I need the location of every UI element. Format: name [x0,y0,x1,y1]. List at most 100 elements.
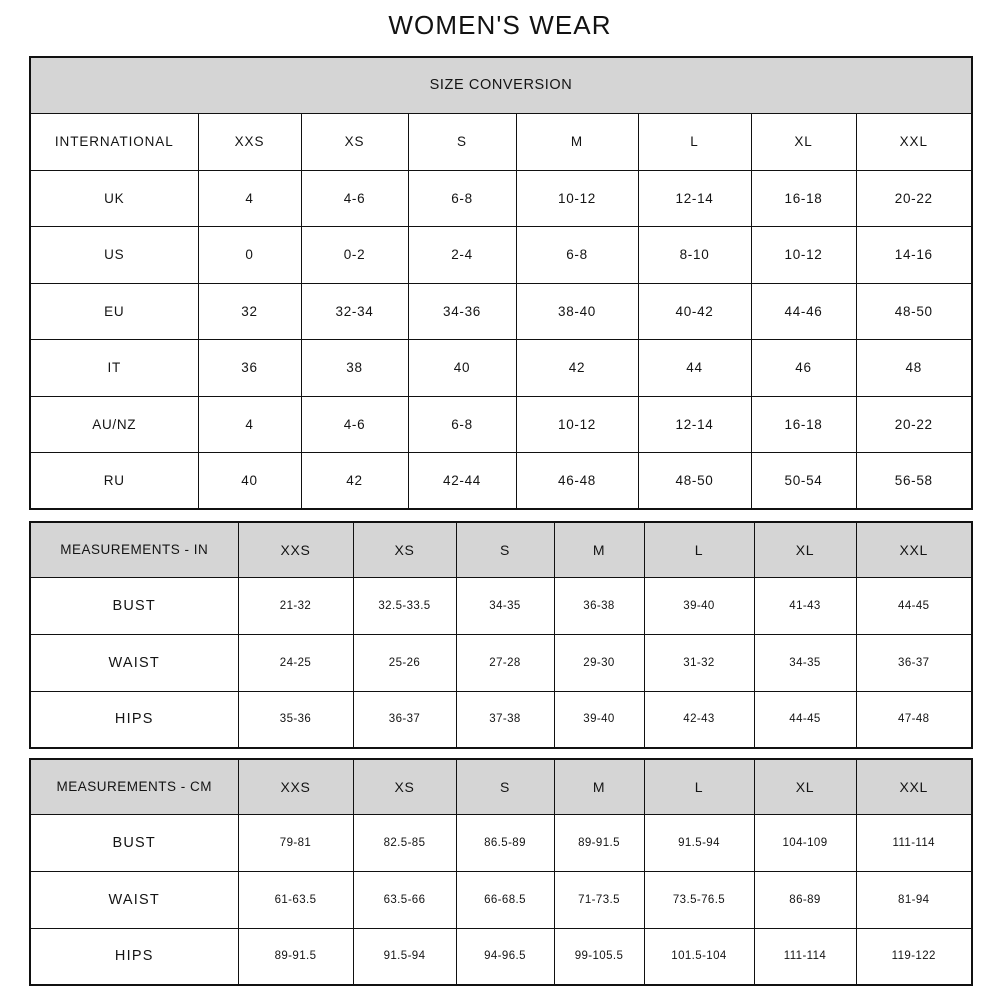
column-header-xs: XS [352,521,457,578]
cell-bust-in-xxl: 44-45 [855,576,973,635]
cell-uk-xxs: 4 [197,169,302,227]
cell-ru-xs: 42 [300,452,409,510]
cell-hips-cm-xxl: 119-122 [855,927,973,986]
cell-us-xxs: 0 [197,226,302,284]
cell-uk-xs: 4-6 [300,169,409,227]
column-header-xs: XS [352,758,457,815]
table-row: EU 32 32-34 34-36 38-40 40-42 44-46 48-5… [29,282,973,340]
table-row: BUST 79-81 82.5-85 86.5-89 89-91.5 91.5-… [29,813,973,872]
cell-aunz-xxl: 20-22 [855,395,973,453]
cell-it-l: 44 [637,339,752,397]
cell-uk-xl: 16-18 [750,169,857,227]
row-label-eu: EU [29,282,199,340]
size-conversion-banner-row: SIZE CONVERSION [29,56,973,114]
cell-waist-in-xl: 34-35 [753,633,857,692]
cell-us-xl: 10-12 [750,226,857,284]
cell-hips-in-s: 37-38 [455,690,555,749]
cell-bust-cm-xl: 104-109 [753,813,857,872]
cell-ru-s: 42-44 [407,452,517,510]
cell-us-m: 6-8 [515,226,639,284]
row-label-waist-cm: WAIST [29,870,239,929]
cell-hips-cm-m: 99-105.5 [553,927,645,986]
cell-bust-in-s: 34-35 [455,576,555,635]
cell-hips-in-xxl: 47-48 [855,690,973,749]
cell-aunz-m: 10-12 [515,395,639,453]
cell-hips-in-m: 39-40 [553,690,645,749]
cell-bust-in-xs: 32.5-33.5 [352,576,457,635]
column-header-l: L [643,521,755,578]
row-label-uk: UK [29,169,199,227]
cell-eu-m: 38-40 [515,282,639,340]
page-title: WOMEN'S WEAR [388,10,612,40]
cell-aunz-xxs: 4 [197,395,302,453]
cell-hips-in-xl: 44-45 [753,690,857,749]
cell-waist-cm-xxs: 61-63.5 [237,870,354,929]
column-header-measurements-in: MEASUREMENTS - IN [29,521,239,578]
cell-bust-cm-m: 89-91.5 [553,813,645,872]
cell-us-xxl: 14-16 [855,226,973,284]
cell-hips-in-l: 42-43 [643,690,755,749]
cell-eu-xs: 32-34 [300,282,409,340]
cell-it-xxl: 48 [855,339,973,397]
cell-waist-in-xxl: 36-37 [855,633,973,692]
cell-waist-in-xxs: 24-25 [237,633,354,692]
table-row: WAIST 24-25 25-26 27-28 29-30 31-32 34-3… [29,633,973,692]
cell-waist-in-l: 31-32 [643,633,755,692]
cell-hips-cm-l: 101.5-104 [643,927,755,986]
table-row: AU/NZ 4 4-6 6-8 10-12 12-14 16-18 20-22 [29,395,973,453]
column-header-international: INTERNATIONAL [29,112,199,171]
cell-aunz-xl: 16-18 [750,395,857,453]
table-row: BUST 21-32 32.5-33.5 34-35 36-38 39-40 4… [29,576,973,635]
cell-bust-cm-xs: 82.5-85 [352,813,457,872]
row-label-ru: RU [29,452,199,510]
column-header-s: S [455,521,555,578]
column-header-s: S [455,758,555,815]
column-header-xl: XL [753,758,857,815]
cell-uk-m: 10-12 [515,169,639,227]
cell-ru-xl: 50-54 [750,452,857,510]
column-header-l: L [637,112,752,171]
cell-waist-cm-xxl: 81-94 [855,870,973,929]
cell-hips-in-xxs: 35-36 [237,690,354,749]
cell-ru-xxs: 40 [197,452,302,510]
cell-us-s: 2-4 [407,226,517,284]
cell-waist-cm-s: 66-68.5 [455,870,555,929]
column-header-s: S [407,112,517,171]
cell-hips-cm-xxs: 89-91.5 [237,927,354,986]
column-header-xl: XL [753,521,857,578]
cell-hips-in-xs: 36-37 [352,690,457,749]
table-row: UK 4 4-6 6-8 10-12 12-14 16-18 20-22 [29,169,973,227]
row-label-hips-in: HIPS [29,690,239,749]
cell-waist-in-s: 27-28 [455,633,555,692]
column-header-xxl: XXL [855,112,973,171]
column-header-xxs: XXS [237,521,354,578]
size-conversion-header-row: INTERNATIONAL XXS XS S M L XL XXL [29,112,973,171]
cell-bust-cm-s: 86.5-89 [455,813,555,872]
cell-it-s: 40 [407,339,517,397]
cell-eu-l: 40-42 [637,282,752,340]
column-header-m: M [515,112,639,171]
measurements-in-table: MEASUREMENTS - IN XXS XS S M L XL XXL BU… [29,521,973,749]
cell-hips-cm-xs: 91.5-94 [352,927,457,986]
row-label-us: US [29,226,199,284]
row-label-hips-cm: HIPS [29,927,239,986]
cell-aunz-l: 12-14 [637,395,752,453]
table-row: IT 36 38 40 42 44 46 48 [29,339,973,397]
cell-eu-xxl: 48-50 [855,282,973,340]
table-row: RU 40 42 42-44 46-48 48-50 50-54 56-58 [29,452,973,510]
cell-eu-xl: 44-46 [750,282,857,340]
cell-ru-xxl: 56-58 [855,452,973,510]
cell-waist-cm-xs: 63.5-66 [352,870,457,929]
cell-aunz-xs: 4-6 [300,395,409,453]
column-header-measurements-cm: MEASUREMENTS - CM [29,758,239,815]
cell-bust-in-m: 36-38 [553,576,645,635]
row-label-waist-in: WAIST [29,633,239,692]
cell-it-m: 42 [515,339,639,397]
cell-bust-in-xxs: 21-32 [237,576,354,635]
cell-uk-l: 12-14 [637,169,752,227]
cell-bust-in-xl: 41-43 [753,576,857,635]
measurements-cm-header-row: MEASUREMENTS - CM XXS XS S M L XL XXL [29,758,973,815]
cell-us-xs: 0-2 [300,226,409,284]
table-row: WAIST 61-63.5 63.5-66 66-68.5 71-73.5 73… [29,870,973,929]
cell-waist-in-m: 29-30 [553,633,645,692]
